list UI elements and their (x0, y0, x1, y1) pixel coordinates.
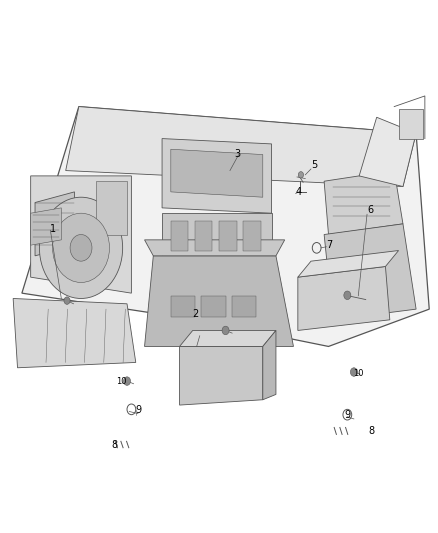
Bar (171, 221, 188, 251)
Bar (201, 296, 226, 317)
Text: 5: 5 (311, 160, 317, 170)
Bar (232, 296, 256, 317)
Polygon shape (171, 149, 263, 197)
Polygon shape (145, 240, 285, 256)
Text: 7: 7 (326, 240, 332, 250)
Text: 9: 9 (136, 405, 142, 415)
Bar (171, 296, 195, 317)
Polygon shape (145, 256, 293, 346)
Polygon shape (31, 176, 131, 293)
Text: 8: 8 (112, 440, 118, 450)
Text: 3: 3 (234, 149, 240, 159)
Circle shape (39, 197, 123, 298)
Text: 6: 6 (367, 205, 373, 215)
Text: 1: 1 (50, 224, 57, 234)
Text: 10: 10 (353, 369, 364, 378)
Polygon shape (162, 139, 272, 213)
Polygon shape (22, 107, 429, 346)
Text: 8: 8 (368, 426, 374, 437)
Circle shape (350, 368, 357, 376)
Bar (219, 221, 237, 251)
Text: 2: 2 (193, 309, 199, 319)
Text: 4: 4 (296, 187, 302, 197)
Circle shape (124, 377, 131, 385)
Circle shape (53, 213, 110, 282)
Polygon shape (298, 251, 399, 277)
Polygon shape (66, 107, 416, 187)
Polygon shape (324, 224, 416, 320)
Polygon shape (35, 192, 74, 256)
Polygon shape (298, 266, 390, 330)
Polygon shape (96, 181, 127, 235)
Circle shape (64, 297, 70, 304)
Text: 10: 10 (116, 377, 127, 386)
Polygon shape (324, 171, 403, 235)
Bar (195, 221, 212, 251)
Polygon shape (180, 330, 276, 346)
Polygon shape (162, 213, 272, 256)
Polygon shape (13, 298, 136, 368)
Polygon shape (31, 208, 61, 245)
Polygon shape (180, 346, 263, 405)
Polygon shape (263, 330, 276, 400)
Circle shape (222, 326, 229, 335)
Polygon shape (359, 117, 416, 187)
Text: 9: 9 (345, 410, 351, 421)
Circle shape (70, 235, 92, 261)
Circle shape (298, 172, 304, 178)
Bar (399, 109, 423, 139)
Circle shape (344, 291, 351, 300)
Bar (243, 221, 261, 251)
